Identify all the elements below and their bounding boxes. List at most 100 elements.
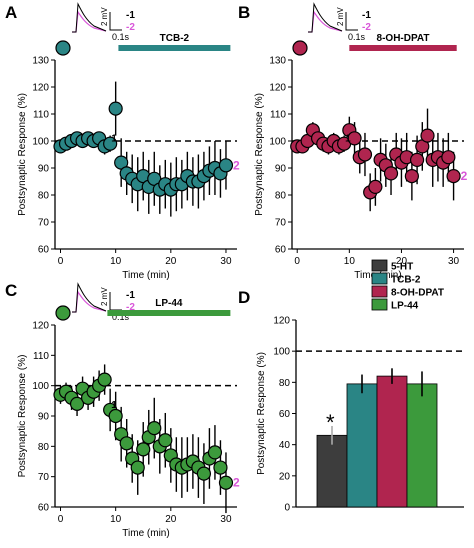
scale-x-label: 0.1s	[112, 32, 130, 42]
y-tick-label: 110	[33, 110, 49, 121]
data-point	[446, 169, 461, 184]
panel-letter: B	[238, 3, 250, 22]
x-tick-label: 10	[344, 256, 356, 267]
legend-label: 8-OH-DPAT	[391, 288, 444, 299]
y-tick-label: 130	[269, 56, 286, 67]
legend-label: TCB-2	[391, 275, 421, 286]
y-tick-label: 90	[275, 164, 287, 175]
data-point	[441, 150, 456, 165]
x-tick-label: 0	[58, 514, 64, 525]
bar	[406, 383, 438, 508]
trace-2	[72, 290, 107, 313]
y-tick-label: 110	[33, 351, 49, 362]
trace-1-label: -1	[126, 290, 135, 301]
y-tick-label: 60	[279, 409, 291, 420]
data-point	[136, 442, 151, 457]
x-tick-label: 30	[448, 256, 460, 267]
scale-bar	[345, 12, 358, 31]
legend-label: 5-HT	[391, 262, 413, 273]
y-tick-label: 70	[38, 218, 50, 229]
panel-letter: D	[238, 288, 250, 307]
y-tick-label: 100	[273, 347, 290, 358]
data-point	[196, 466, 212, 481]
x-tick-label: 0	[294, 256, 300, 267]
legend-swatch	[371, 285, 388, 298]
scale-y-label: 2 mV	[100, 287, 109, 306]
y-tick-label: 130	[32, 56, 49, 67]
bar	[346, 383, 378, 508]
marker-1-label: 1	[111, 400, 117, 411]
data-point	[218, 475, 234, 490]
x-tick-label: 30	[220, 514, 232, 525]
scale-x-label: 0.1s	[348, 32, 366, 42]
x-axis-title: Time (min)	[122, 528, 169, 539]
y-tick-label: 90	[38, 164, 50, 175]
example-trace-inset: 2 mV0.1s -1-2	[72, 282, 135, 322]
y-tick-label: 70	[38, 472, 50, 483]
data-point	[158, 433, 173, 448]
trace-1	[72, 282, 107, 313]
drug-application-bar	[107, 310, 231, 316]
data-point	[409, 152, 425, 167]
y-tick-label: 100	[269, 137, 286, 148]
y-tick-label: 120	[273, 316, 290, 327]
example-trace-inset: 2 mV0.1s -1-2	[72, 2, 135, 42]
trace-1	[72, 2, 107, 33]
drug-label: TCB-2	[160, 33, 190, 44]
x-tick-label: 30	[220, 256, 232, 267]
legend-marker	[55, 40, 71, 56]
y-tick-label: 80	[38, 191, 50, 202]
legend-marker	[292, 40, 308, 56]
scale-x-label: 0.1s	[112, 312, 130, 322]
data-point	[213, 460, 228, 475]
trace-2	[308, 10, 343, 33]
y-tick-label: 110	[270, 110, 286, 121]
y-tick-label: 80	[38, 442, 50, 453]
y-tick-label: 80	[279, 378, 291, 389]
x-tick-label: 20	[165, 256, 177, 267]
y-tick-label: 120	[32, 321, 49, 332]
legend-label: LP-44	[391, 301, 419, 312]
data-point	[420, 128, 435, 143]
example-trace-inset: 2 mV0.1s -1-2	[308, 2, 371, 42]
x-tick-label: 0	[58, 256, 64, 267]
panel-letter: C	[5, 281, 17, 300]
data-point	[368, 179, 383, 194]
y-tick-label: 40	[279, 440, 291, 451]
marker-1-label: 1	[345, 134, 351, 145]
y-tick-label: 100	[32, 381, 49, 392]
scale-y-label: 2 mV	[100, 7, 109, 26]
y-tick-label: 20	[279, 471, 291, 482]
scale-y-label: 2 mV	[336, 7, 345, 26]
panel-a: A 2 mV0.1s -1-2 60 70 80 90 100 110 120 130 0 10 20 30…	[5, 2, 240, 281]
trace-1-label: -1	[362, 10, 371, 21]
y-tick-label: 0	[284, 503, 290, 514]
bar	[316, 434, 348, 508]
drug-application-bar	[118, 45, 231, 51]
x-tick-label: 20	[396, 256, 408, 267]
marker-2-label: 2	[461, 169, 468, 183]
x-tick-label: 10	[110, 514, 122, 525]
data-point	[147, 421, 162, 436]
data-point	[218, 158, 234, 173]
legend-swatch	[371, 298, 388, 311]
trace-1-label: -1	[126, 10, 135, 21]
x-tick-label: 10	[110, 256, 122, 267]
y-tick-label: 100	[32, 137, 49, 148]
marker-2-label: 2	[233, 158, 240, 172]
trace-2-label: -2	[126, 22, 135, 33]
y-tick-label: 120	[269, 83, 286, 94]
y-tick-label: 120	[32, 83, 49, 94]
trace-2-label: -2	[362, 22, 371, 33]
drug-application-bar	[349, 45, 457, 51]
y-tick-label: 60	[275, 245, 287, 256]
drug-label: 8-OH-DPAT	[377, 33, 430, 44]
y-tick-label: 60	[38, 503, 50, 514]
legend-swatch	[371, 259, 388, 272]
data-point	[97, 372, 112, 387]
data-point	[207, 445, 223, 460]
y-tick-label: 70	[275, 218, 287, 229]
legend-swatch	[371, 272, 388, 285]
